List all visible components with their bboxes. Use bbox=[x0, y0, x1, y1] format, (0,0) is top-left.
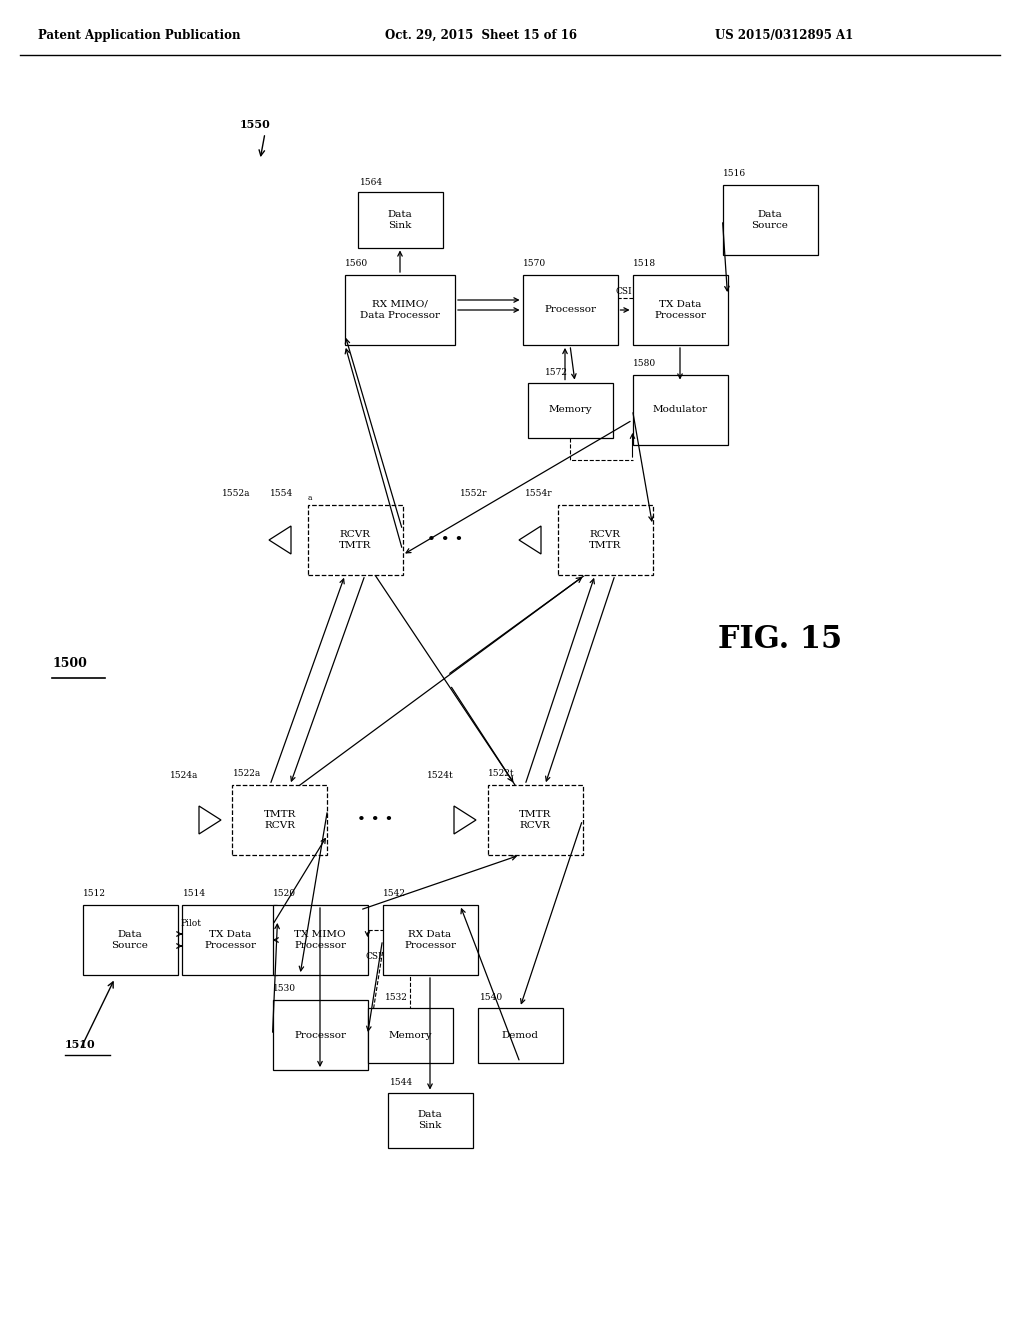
Bar bbox=[383, 906, 477, 975]
Bar bbox=[522, 275, 617, 345]
Text: CSI: CSI bbox=[615, 286, 632, 296]
Text: 1542: 1542 bbox=[383, 888, 406, 898]
Text: 1510: 1510 bbox=[65, 1039, 95, 1049]
Bar bbox=[272, 906, 368, 975]
Text: TX Data
Processor: TX Data Processor bbox=[654, 300, 706, 319]
Bar bbox=[527, 383, 612, 437]
Bar bbox=[487, 785, 583, 855]
Text: 1554: 1554 bbox=[270, 488, 293, 498]
Text: 1544: 1544 bbox=[390, 1078, 413, 1086]
Text: 1518: 1518 bbox=[633, 259, 656, 268]
Text: 1524t: 1524t bbox=[427, 771, 454, 780]
Text: 1524a: 1524a bbox=[170, 771, 199, 780]
Text: 1520: 1520 bbox=[273, 888, 296, 898]
Text: Processor: Processor bbox=[294, 1031, 346, 1040]
Bar bbox=[387, 1093, 472, 1147]
Text: Data
Source: Data Source bbox=[112, 931, 148, 950]
Text: 1522a: 1522a bbox=[233, 770, 261, 777]
Text: 1552r: 1552r bbox=[460, 488, 487, 498]
Text: Data
Sink: Data Sink bbox=[388, 210, 413, 230]
Text: 1572: 1572 bbox=[545, 368, 568, 378]
Bar bbox=[232, 785, 328, 855]
Text: a: a bbox=[308, 494, 312, 502]
Text: Demod: Demod bbox=[502, 1031, 539, 1040]
Bar bbox=[723, 185, 817, 255]
Text: 1540: 1540 bbox=[480, 993, 503, 1002]
Text: 1570: 1570 bbox=[523, 259, 546, 268]
Text: RCVR
TMTR: RCVR TMTR bbox=[339, 529, 371, 550]
Bar bbox=[633, 275, 727, 345]
Text: 1516: 1516 bbox=[723, 169, 746, 178]
Text: 1530: 1530 bbox=[273, 983, 296, 993]
Text: Memory: Memory bbox=[548, 405, 592, 414]
Text: RCVR
TMTR: RCVR TMTR bbox=[589, 529, 622, 550]
Text: • • •: • • • bbox=[356, 813, 393, 828]
Text: 1532: 1532 bbox=[385, 993, 408, 1002]
Text: Data
Sink: Data Sink bbox=[418, 1110, 442, 1130]
Text: Memory: Memory bbox=[388, 1031, 432, 1040]
Polygon shape bbox=[519, 525, 541, 554]
Text: FIG. 15: FIG. 15 bbox=[718, 624, 842, 656]
Bar bbox=[307, 506, 402, 576]
Bar bbox=[557, 506, 652, 576]
Text: 1512: 1512 bbox=[83, 888, 106, 898]
Text: 1522t: 1522t bbox=[488, 770, 515, 777]
Text: 1564: 1564 bbox=[360, 178, 383, 187]
Text: 1514: 1514 bbox=[183, 888, 206, 898]
Text: US 2015/0312895 A1: US 2015/0312895 A1 bbox=[715, 29, 853, 41]
Text: 1500: 1500 bbox=[52, 657, 87, 671]
Text: TMTR
RCVR: TMTR RCVR bbox=[519, 810, 551, 830]
Text: Data
Source: Data Source bbox=[752, 210, 788, 230]
Polygon shape bbox=[269, 525, 291, 554]
Polygon shape bbox=[454, 807, 476, 834]
Text: TX Data
Processor: TX Data Processor bbox=[204, 931, 256, 950]
Text: Processor: Processor bbox=[544, 305, 596, 314]
Bar bbox=[182, 906, 278, 975]
Text: Modulator: Modulator bbox=[652, 405, 708, 414]
Text: RX Data
Processor: RX Data Processor bbox=[404, 931, 456, 950]
Text: 1560: 1560 bbox=[345, 259, 368, 268]
Bar bbox=[633, 375, 727, 445]
Bar bbox=[272, 1001, 368, 1071]
Text: 1550: 1550 bbox=[240, 119, 270, 129]
Bar bbox=[368, 1007, 453, 1063]
Text: Oct. 29, 2015  Sheet 15 of 16: Oct. 29, 2015 Sheet 15 of 16 bbox=[385, 29, 577, 41]
Text: 1580: 1580 bbox=[633, 359, 656, 368]
Text: Patent Application Publication: Patent Application Publication bbox=[38, 29, 241, 41]
Bar bbox=[477, 1007, 562, 1063]
Text: • • •: • • • bbox=[427, 533, 463, 546]
Bar bbox=[345, 275, 455, 345]
Text: CSI: CSI bbox=[366, 952, 383, 961]
Bar bbox=[357, 193, 442, 248]
Text: RX MIMO/
Data Processor: RX MIMO/ Data Processor bbox=[360, 300, 440, 319]
Text: TX MIMO
Processor: TX MIMO Processor bbox=[294, 931, 346, 950]
Text: 1554r: 1554r bbox=[525, 488, 553, 498]
Text: TMTR
RCVR: TMTR RCVR bbox=[264, 810, 296, 830]
Polygon shape bbox=[199, 807, 221, 834]
Text: 1552a: 1552a bbox=[222, 488, 251, 498]
Bar bbox=[83, 906, 177, 975]
Text: Pilot: Pilot bbox=[180, 919, 201, 928]
